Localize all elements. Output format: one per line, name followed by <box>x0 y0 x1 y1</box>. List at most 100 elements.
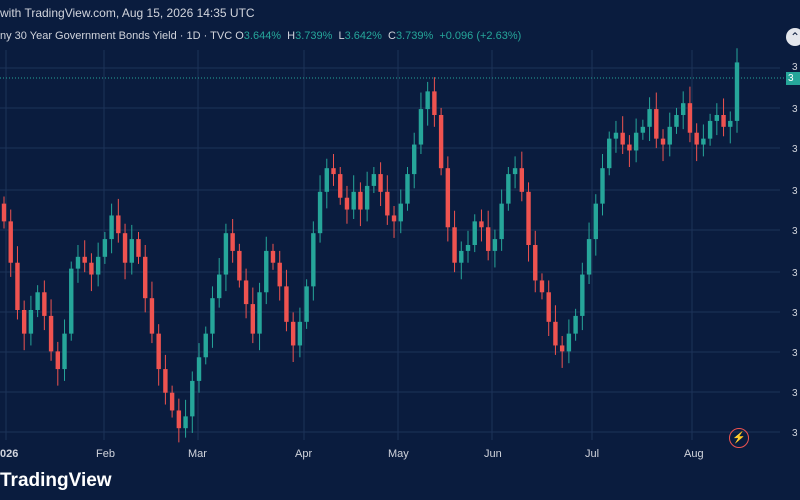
candle-body <box>432 91 437 115</box>
candle-body <box>62 333 67 370</box>
candle-body <box>687 103 693 133</box>
candle-body <box>82 256 87 263</box>
x-tick-label: Jul <box>585 448 599 460</box>
candle-body <box>210 298 215 334</box>
candle-body <box>600 168 605 204</box>
candle-body <box>169 392 175 411</box>
candle-body <box>230 233 235 251</box>
candle-body <box>264 250 269 293</box>
candle-body <box>351 191 356 210</box>
header: with TradingView.com, Aug 15, 2026 14:35… <box>0 0 800 24</box>
candle-body <box>364 185 370 210</box>
candle-body <box>331 168 336 175</box>
candle-body <box>28 310 34 334</box>
candle-body <box>721 115 726 127</box>
candle-body <box>492 239 498 251</box>
candle-body <box>559 345 565 352</box>
lightning-icon[interactable]: ⚡ <box>729 428 749 448</box>
candle-body <box>35 292 40 310</box>
symbol-legend: ny 30 Year Government Bonds Yield · 1D ·… <box>0 30 524 46</box>
candle-body <box>633 132 639 151</box>
candle-body <box>479 221 484 228</box>
candle-body <box>506 174 511 204</box>
candle-body <box>465 245 471 251</box>
candle-body <box>519 168 525 192</box>
candle-body <box>546 292 551 322</box>
candle-body <box>378 174 383 192</box>
close-value: 3.739% <box>395 30 434 42</box>
candle-body <box>324 168 329 192</box>
candle-body <box>459 250 464 263</box>
candle-body <box>129 239 134 263</box>
candle-body <box>102 239 108 257</box>
candle-body <box>69 268 74 334</box>
chevron-up-icon[interactable]: ⌃ <box>786 28 800 46</box>
candle-body <box>190 380 195 417</box>
candle-body <box>8 221 13 263</box>
x-tick-label: Jun <box>484 448 502 460</box>
candle-body <box>674 115 679 127</box>
chart-caption: with TradingView.com, Aug 15, 2026 14:35… <box>0 6 255 20</box>
candle-body <box>183 416 188 429</box>
candle-body <box>405 174 410 204</box>
candle-body <box>627 144 632 151</box>
candle-body <box>593 203 598 240</box>
candle-body <box>116 215 121 234</box>
candle-body <box>196 357 202 381</box>
candle-body <box>701 138 706 145</box>
candle-body <box>533 245 538 281</box>
candle-body <box>48 315 54 352</box>
high-value: 3.739% <box>295 30 333 42</box>
open-label: O <box>235 30 244 42</box>
candle-body <box>667 126 672 145</box>
x-tick-label: 026 <box>0 448 18 460</box>
candle-body <box>445 168 451 228</box>
candle-body <box>311 233 316 287</box>
candle-body <box>694 132 699 145</box>
candle-body <box>472 221 477 245</box>
candle-body <box>566 333 572 352</box>
candle-body <box>109 215 114 240</box>
candle-body <box>438 115 444 169</box>
candle-body <box>499 203 504 240</box>
y-tick-label: 3 <box>792 104 798 115</box>
change-value: +0.096 (+2.63%) <box>439 30 522 42</box>
y-tick-label: 3 <box>792 226 798 237</box>
candle-body <box>284 286 289 322</box>
candle-body <box>452 227 457 263</box>
candle-body <box>42 292 47 316</box>
candle-body <box>573 315 578 334</box>
y-tick-label: 3 <box>792 308 798 319</box>
candle-body <box>75 256 81 269</box>
candle-body <box>398 203 403 222</box>
candle-body <box>586 239 592 275</box>
high-label: H <box>287 30 296 42</box>
candle-body <box>1 203 7 222</box>
candle-body <box>553 321 558 346</box>
last-price-tag: 3 <box>786 72 800 85</box>
candle-body <box>418 109 424 145</box>
candle-body <box>243 280 249 305</box>
candle-body <box>223 233 229 275</box>
candle-body <box>55 351 60 370</box>
candle-body <box>620 132 625 145</box>
candle-body <box>21 310 27 334</box>
candle-body <box>412 144 417 175</box>
candle-body <box>539 280 545 293</box>
candle-body <box>647 109 652 127</box>
candle-body <box>317 191 323 234</box>
y-tick-label: 3 <box>792 268 798 279</box>
candle-body <box>371 174 377 186</box>
candle-body <box>385 191 390 216</box>
candle-body <box>136 239 141 257</box>
y-tick-label: 3 <box>792 62 798 73</box>
candle-body <box>613 132 619 139</box>
candle-body <box>297 321 303 346</box>
candle-body <box>203 333 208 358</box>
candle-body <box>654 109 659 139</box>
candle-body <box>344 197 350 210</box>
candle-body <box>237 250 242 281</box>
x-tick-label: Aug <box>684 448 704 460</box>
y-tick-label: 3 <box>792 428 798 439</box>
